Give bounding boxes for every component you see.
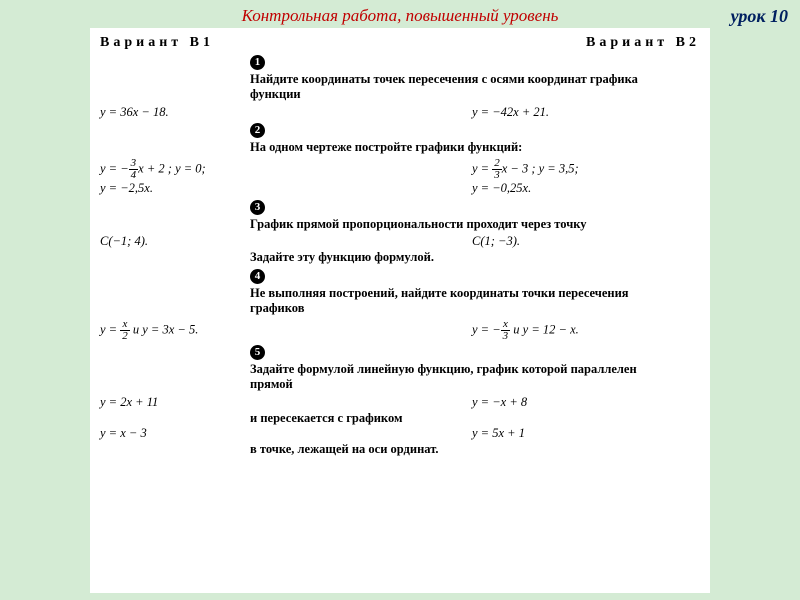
formula-part: y = − xyxy=(472,322,501,336)
answer-b2: y = −x + 8 xyxy=(412,395,700,411)
task-answers: y = −34x + 2 ; y = 0; y = −2,5x. y = 23x… xyxy=(100,158,700,197)
lesson-label: урок 10 xyxy=(731,6,788,27)
task-3: 3 График прямой пропорциональности прохо… xyxy=(100,199,700,266)
frac-num: x xyxy=(501,319,511,331)
task-prompt: Найдите координаты точек пересечения с о… xyxy=(250,72,700,103)
task-prompt: Не выполняя построений, найдите координа… xyxy=(250,286,700,317)
formula-part: x − 3 ; y = 3,5; xyxy=(502,161,579,175)
formula-line: y = −0,25x. xyxy=(472,181,531,195)
task-number: 4 xyxy=(250,269,265,284)
answer-b1: y = 36x − 18. xyxy=(100,105,388,121)
formula-line: y = −2,5x. xyxy=(100,181,153,195)
variant-right: Вариант В2 xyxy=(586,34,700,52)
fraction: x3 xyxy=(501,319,511,342)
task-number: 5 xyxy=(250,345,265,360)
frac-den: 2 xyxy=(120,331,130,342)
answer-b1: y = −34x + 2 ; y = 0; y = −2,5x. xyxy=(100,158,388,197)
answer-b1: y = 2x + 11 xyxy=(100,395,388,411)
task-1: 1 Найдите координаты точек пересечения с… xyxy=(100,54,700,121)
task-2: 2 На одном чертеже постройте графики фун… xyxy=(100,122,700,196)
fraction: 23 xyxy=(492,158,502,181)
formula-part: y = xyxy=(472,161,492,175)
task-prompt: Задайте формулой линейную функцию, графи… xyxy=(250,362,700,393)
answer-b1-2: y = x − 3 xyxy=(100,426,388,442)
task-answers-2: y = x − 3 y = 5x + 1 xyxy=(100,426,700,442)
answer-b1: C(−1; 4). xyxy=(100,234,388,250)
answer-b2: y = −x3 и y = 12 − x. xyxy=(412,319,700,342)
formula-part: и y = 12 − x. xyxy=(510,322,579,336)
fraction: x2 xyxy=(120,319,130,342)
frac-den: 3 xyxy=(501,331,511,342)
task-answers: C(−1; 4). C(1; −3). xyxy=(100,234,700,250)
task-4: 4 Не выполняя построений, найдите коорди… xyxy=(100,268,700,342)
worksheet: Вариант В1 Вариант В2 1 Найдите координа… xyxy=(90,28,710,593)
frac-num: x xyxy=(120,319,130,331)
task-tail: Задайте эту функцию формулой. xyxy=(250,250,700,266)
formula-part: x + 2 ; y = 0; xyxy=(138,161,206,175)
variant-header: Вариант В1 Вариант В2 xyxy=(100,34,700,52)
task-5: 5 Задайте формулой линейную функцию, гра… xyxy=(100,344,700,458)
answer-b2: C(1; −3). xyxy=(412,234,700,250)
formula-part: y = − xyxy=(100,161,129,175)
task-prompt: График прямой пропорциональности проходи… xyxy=(250,217,700,233)
task-answers: y = 36x − 18. y = −42x + 21. xyxy=(100,105,700,121)
slide-page: Контрольная работа, повышенный уровень у… xyxy=(0,0,800,600)
answer-b2: y = −42x + 21. xyxy=(412,105,700,121)
fraction: 34 xyxy=(129,158,139,181)
header-row: Контрольная работа, повышенный уровень xyxy=(0,6,800,26)
task-number: 3 xyxy=(250,200,265,215)
formula-part: и y = 3x − 5. xyxy=(130,322,199,336)
task-prompt: На одном чертеже постройте графики функц… xyxy=(250,140,700,156)
task-answers: y = x2 и y = 3x − 5. y = −x3 и y = 12 − … xyxy=(100,319,700,342)
task-number: 1 xyxy=(250,55,265,70)
formula-part: y = xyxy=(100,322,120,336)
frac-den: 4 xyxy=(129,170,139,181)
answer-b2-2: y = 5x + 1 xyxy=(412,426,700,442)
task-number: 2 xyxy=(250,123,265,138)
task-mid: и пересекается с графиком xyxy=(250,411,700,427)
variant-left: Вариант В1 xyxy=(100,34,214,52)
frac-den: 3 xyxy=(492,170,502,181)
task-tail: в точке, лежащей на оси ординат. xyxy=(250,442,700,458)
task-answers: y = 2x + 11 y = −x + 8 xyxy=(100,395,700,411)
answer-b2: y = 23x − 3 ; y = 3,5; y = −0,25x. xyxy=(412,158,700,197)
page-title: Контрольная работа, повышенный уровень xyxy=(242,6,559,25)
answer-b1: y = x2 и y = 3x − 5. xyxy=(100,319,388,342)
